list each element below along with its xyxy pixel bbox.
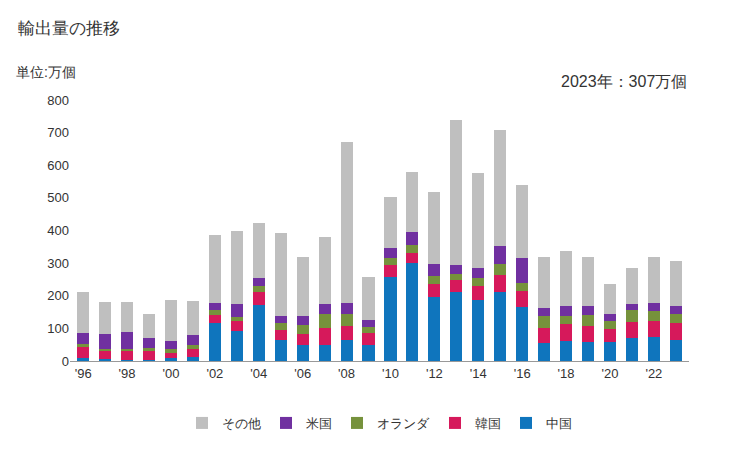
svg-text:米国: 米国 xyxy=(306,416,332,431)
svg-text:'96: '96 xyxy=(75,366,92,381)
svg-text:700: 700 xyxy=(47,125,69,140)
svg-text:500: 500 xyxy=(47,190,69,205)
svg-text:200: 200 xyxy=(47,288,69,303)
svg-text:オランダ: オランダ xyxy=(377,416,430,431)
svg-text:'12: '12 xyxy=(426,366,443,381)
svg-text:300: 300 xyxy=(47,256,69,271)
svg-text:'98: '98 xyxy=(119,366,136,381)
svg-text:単位:万個: 単位:万個 xyxy=(16,64,76,80)
svg-text:'10: '10 xyxy=(382,366,399,381)
svg-text:'16: '16 xyxy=(514,366,531,381)
svg-text:'08: '08 xyxy=(338,366,355,381)
svg-text:韓国: 韓国 xyxy=(475,416,501,431)
svg-text:'02: '02 xyxy=(206,366,223,381)
svg-text:'04: '04 xyxy=(250,366,267,381)
svg-text:'20: '20 xyxy=(602,366,619,381)
svg-text:400: 400 xyxy=(47,223,69,238)
svg-text:その他: その他 xyxy=(222,416,261,431)
svg-text:600: 600 xyxy=(47,158,69,173)
svg-text:2023年：307万個: 2023年：307万個 xyxy=(561,73,687,90)
svg-text:100: 100 xyxy=(47,321,69,336)
svg-text:'00: '00 xyxy=(162,366,179,381)
svg-text:0: 0 xyxy=(62,354,69,369)
svg-text:輸出量の推移: 輸出量の推移 xyxy=(18,19,120,38)
svg-text:'18: '18 xyxy=(558,366,575,381)
svg-text:'06: '06 xyxy=(294,366,311,381)
svg-text:中国: 中国 xyxy=(546,416,572,431)
svg-text:800: 800 xyxy=(47,93,69,108)
svg-text:'22: '22 xyxy=(645,366,662,381)
svg-text:'14: '14 xyxy=(470,366,487,381)
